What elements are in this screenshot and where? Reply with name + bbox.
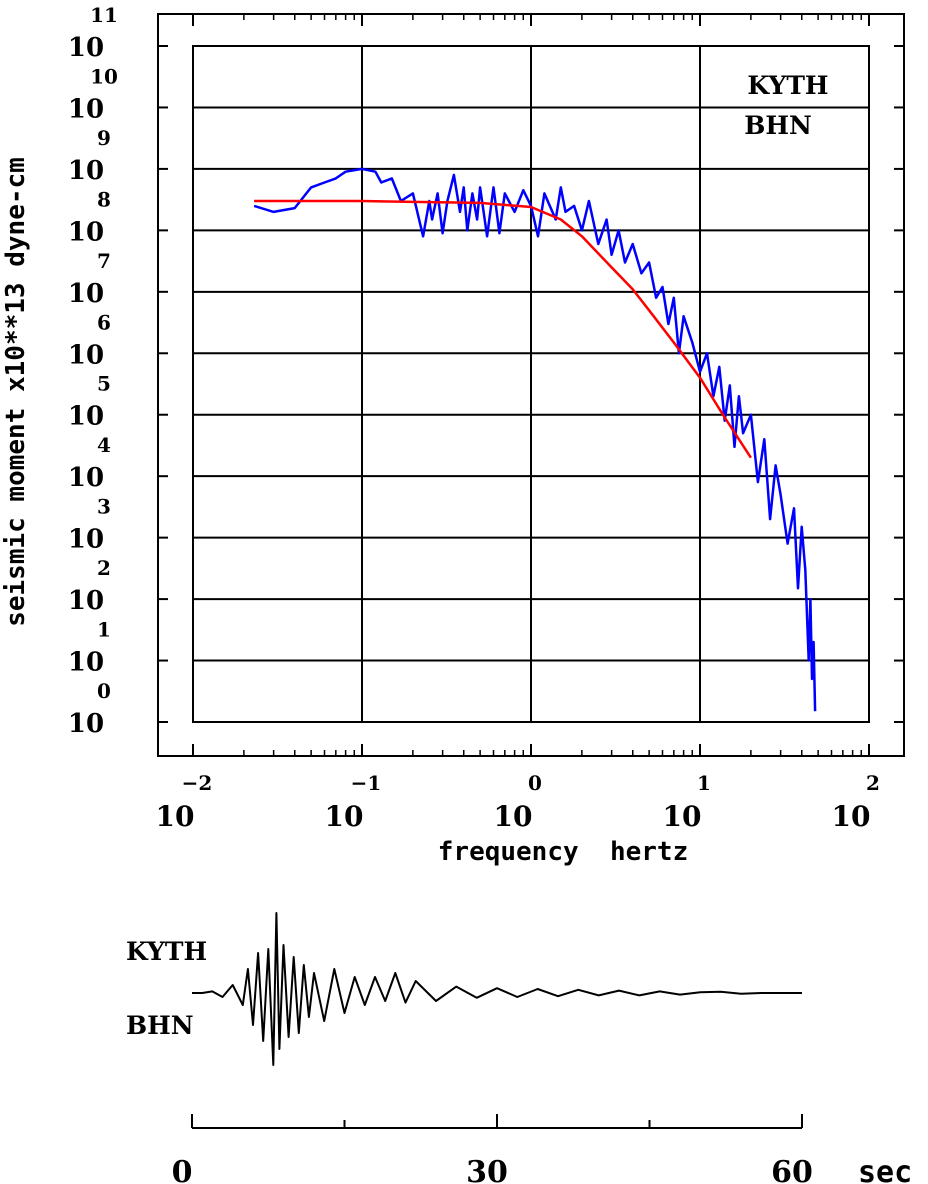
station-label: KYTH [747,71,828,100]
x-tick-label-base: 10 [494,800,533,833]
x-tick-label-base: 10 [156,800,195,833]
y-tick-label-base: 10 [68,94,104,124]
y-tick-label-exponent: 7 [97,249,111,273]
seismogram-plot: KYTH BHN 0 30 60 sec [126,912,912,1184]
x-tick-label-base: 10 [663,800,702,833]
time-tick-label: 30 [466,1155,508,1184]
seismogram-component-label: BHN [126,1011,194,1040]
time-axis-unit: sec [858,1155,912,1184]
y-tick-label-base: 10 [68,217,104,247]
y-tick-label-base: 10 [68,525,104,555]
y-tick-label-base: 10 [68,279,104,309]
y-tick-label-exponent: 10 [90,64,118,88]
x-tick-labels: 10 −2 10 −1 10 0 10 1 10 2 [156,771,880,833]
x-tick-label-exponent: 1 [697,771,711,795]
seismogram-trace [192,912,802,1066]
spectrum-series [253,167,817,712]
y-tick-label-exponent: 2 [97,556,111,580]
x-tick-label-exponent: −1 [351,771,382,795]
y-tick-label-exponent: 11 [90,3,118,27]
observed-spectrum-line [253,167,817,712]
seismogram-line [192,912,802,1066]
seismogram-station-label: KYTH [126,937,207,966]
y-axis-label: seismic moment x10**13 dyne-cm [1,157,31,627]
y-tick-label-exponent: 0 [97,679,111,703]
y-tick-label-base: 10 [68,648,104,678]
grid-lines [193,46,869,722]
y-tick-label-exponent: 3 [97,495,111,519]
x-tick-label-base: 10 [325,800,364,833]
x-tick-label-base: 10 [832,800,871,833]
y-tick-label-base: 10 [68,463,104,493]
axis-ticks [158,14,904,756]
y-tick-label-exponent: 5 [97,372,111,396]
time-tick-label: 60 [771,1155,813,1184]
y-tick-label-base: 10 [68,156,104,186]
x-tick-label-exponent: 2 [866,771,880,795]
x-axis-label: frequency hertz [438,837,688,867]
y-tick-label-exponent: 6 [97,310,111,334]
model-fit-line [254,199,752,459]
y-tick-label-base: 10 [68,586,104,616]
x-tick-label-exponent: 0 [528,771,542,795]
y-tick-label-base: 10 [68,340,104,370]
y-tick-label-base: 10 [68,402,104,432]
y-tick-label-base: 10 [68,709,104,739]
time-axis: 0 30 60 [172,1114,813,1184]
y-tick-label-exponent: 1 [97,618,111,642]
y-tick-label-exponent: 4 [97,433,111,457]
component-label: BHN [744,111,812,140]
y-tick-label-exponent: 9 [97,126,111,150]
x-tick-label-exponent: −2 [182,771,213,795]
time-tick-label: 0 [172,1155,193,1184]
y-tick-label-base: 10 [68,33,104,63]
y-tick-label-exponent: 8 [97,187,111,211]
